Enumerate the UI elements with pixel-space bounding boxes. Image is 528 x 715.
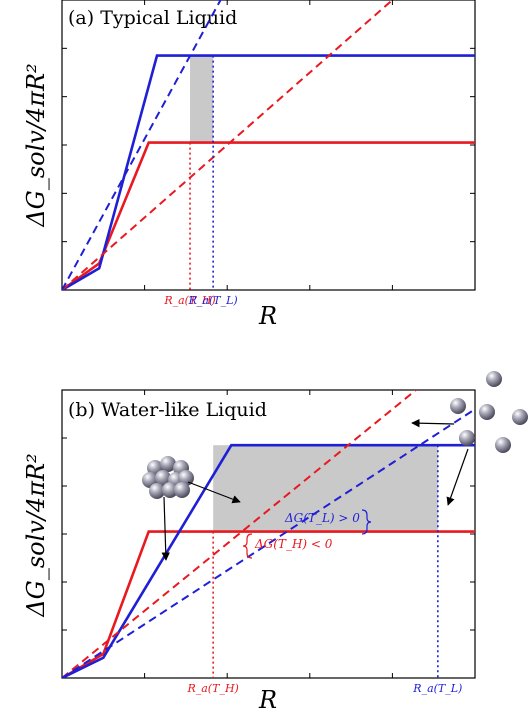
series-red-solid-line [62,530,475,678]
arrow [187,481,241,504]
annotation-blue: ΔG(T_L) > 0 [284,511,360,525]
particle [155,470,171,486]
dispersed-particles-icon [450,371,528,453]
particle [160,456,176,472]
marker-label-blue: R_a(T_L) [412,682,462,695]
panel-b-xlabel: R [258,686,277,714]
plot-area-a: R_a(T_H)R_a(T_L) [61,0,476,307]
series-red-dashed-line [62,0,394,290]
particle [162,482,178,498]
shaded-region [190,55,214,143]
particle [174,482,190,498]
series-blue-solid-line [62,443,475,678]
arrow [411,418,455,428]
panel-a-xlabel: R [258,302,277,330]
series-blue-dashed-line [62,0,222,290]
marker-label-red: R_a(T_H) [186,682,238,695]
series-blue-dashed-line [62,408,475,678]
particle [479,404,495,420]
annotation-braces [242,509,372,559]
particle [512,409,528,425]
panel-a-title: (a) Typical Liquid [68,7,237,29]
arrows [161,418,469,561]
arrow [446,448,469,506]
particle [149,483,165,499]
panel-a-ylabel: ΔG_solv/4πR² [22,63,50,227]
particle [450,398,466,414]
series-red-dashed-line [62,390,418,678]
series-red-solid-line [62,141,475,290]
panel-b-title: (b) Water-like Liquid [68,399,267,421]
arrow [161,496,170,561]
particle [459,430,475,446]
plot-frame-b [61,389,476,679]
panel-b: (b) Water-like Liquid ΔG_solv/4πR² R [22,389,476,714]
particle [486,371,502,387]
plot-area-b: R_a(T_H) R_a(T_L) ΔG(T_L) > 0 ΔG(T_H) < 0 [61,389,476,695]
brace-blue [361,509,372,535]
series-blue-solid-line [62,54,475,290]
marker-label-red: R_a(T_H) [163,294,215,307]
panel-b-ylabel: ΔG_solv/4πR² [22,453,50,617]
plot-frame-a [61,0,476,291]
particle-cluster-icon [142,456,194,499]
annotation-red: ΔG(T_H) < 0 [254,537,333,551]
shaded-region [213,445,438,532]
panel-a: (a) Typical Liquid ΔG_solv/4πR² R [22,0,476,330]
brace-red [242,533,253,559]
particle [495,437,511,453]
marker-label-blue: R_a(T_L) [188,294,238,307]
